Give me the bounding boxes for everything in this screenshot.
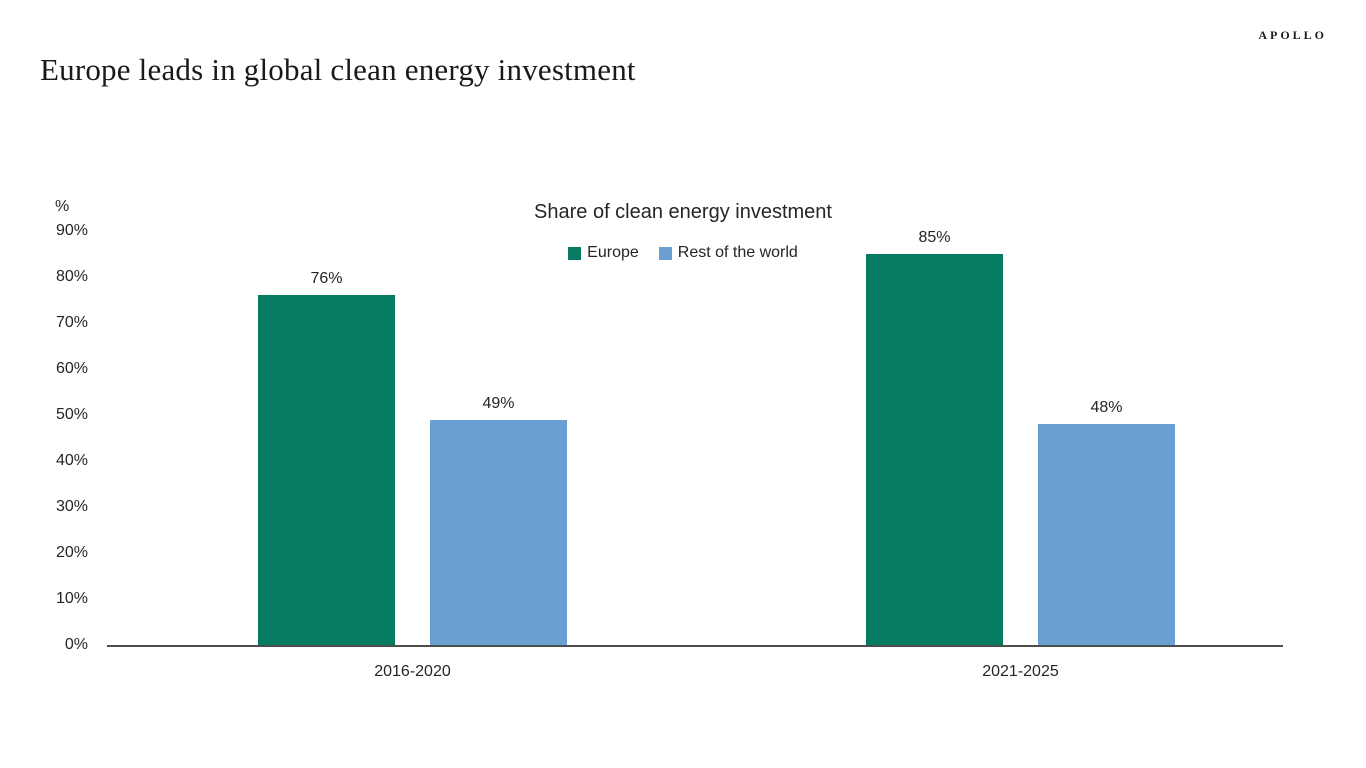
apollo-logo: APOLLO — [1258, 28, 1327, 42]
bar-data-label: 85% — [918, 229, 951, 246]
x-axis-category-label: 2016-2020 — [374, 663, 451, 680]
bar-rest-of-the-world-2021-2025 — [1038, 424, 1175, 645]
chart-title: Share of clean energy investment — [534, 201, 832, 223]
y-axis-tick-label: 10% — [55, 590, 88, 607]
x-axis-category-label: 2021-2025 — [982, 663, 1059, 680]
chart-legend: Europe Rest of the world — [0, 243, 1366, 263]
legend-label: Rest of the world — [677, 244, 798, 261]
page-title: Europe leads in global clean energy inve… — [40, 52, 636, 87]
y-axis-tick-label: 70% — [55, 314, 88, 331]
legend-item-europe: Europe — [568, 243, 639, 263]
legend-swatch-icon — [658, 246, 672, 260]
y-axis-tick-label: 30% — [55, 498, 88, 515]
bar-data-label: 48% — [1090, 399, 1123, 417]
bar-europe-2021-2025 — [866, 254, 1003, 645]
y-axis-tick-label: 20% — [55, 544, 88, 561]
legend-swatch-icon — [568, 246, 582, 260]
y-axis-tick-label: 80% — [55, 268, 88, 285]
y-axis-tick-label: 50% — [55, 406, 88, 423]
legend-label: Europe — [587, 244, 639, 261]
y-axis-unit-label: % — [55, 198, 70, 215]
legend-item-rest-of-the-world: Rest of the world — [658, 243, 798, 263]
y-axis-tick-label: 40% — [55, 452, 88, 469]
bar-data-label: 76% — [310, 270, 343, 288]
bar-data-label: 49% — [482, 394, 515, 412]
x-axis-line — [107, 645, 1283, 647]
y-axis-tick-label: 60% — [55, 360, 88, 377]
y-axis-tick-label: 0% — [64, 636, 88, 653]
bar-europe-2016-2020 — [258, 295, 395, 645]
bar-rest-of-the-world-2016-2020 — [430, 419, 567, 645]
y-axis-tick-label: 90% — [55, 222, 88, 239]
